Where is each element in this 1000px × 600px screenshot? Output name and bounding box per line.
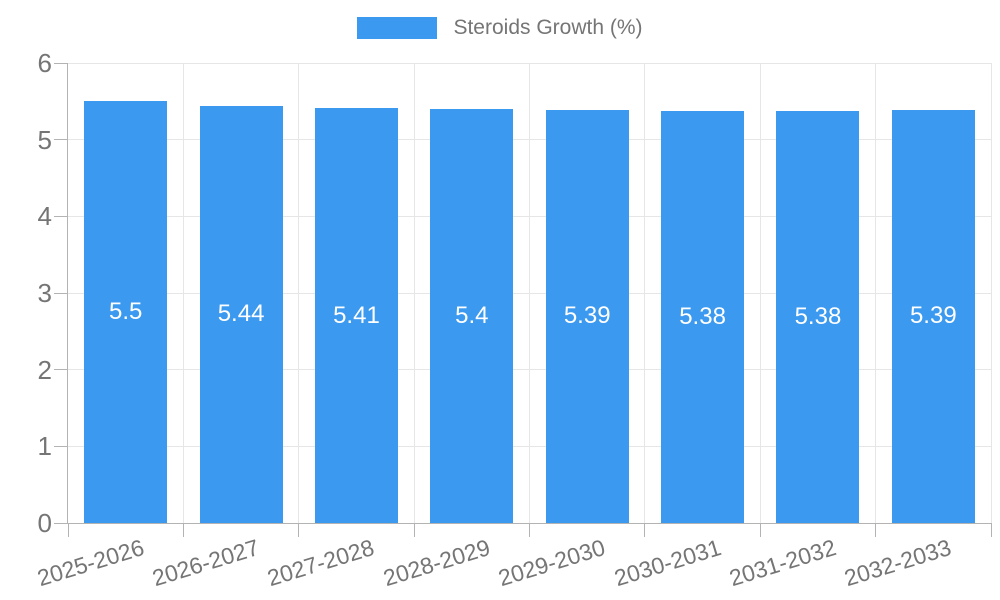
bar[interactable]: 5.5 <box>84 101 168 523</box>
bar[interactable]: 5.41 <box>314 108 398 523</box>
x-axis-category-label: 2026-2027 <box>149 534 263 592</box>
x-gridline <box>413 63 415 523</box>
y-axis-tick-label: 3 <box>37 278 52 308</box>
y-axis-tick-label: 6 <box>37 48 52 78</box>
plot-area: 0 1 2 3 4 5 6 5.5 5.44 5.41 5.4 5.39 5.38 5.38 5.39 202… <box>34 50 992 591</box>
y-axis-tick <box>54 522 68 524</box>
bar-value-label: 5.38 <box>679 302 726 330</box>
bar[interactable]: 5.44 <box>199 105 283 523</box>
x-axis-tick <box>413 523 415 537</box>
x-gridline <box>990 63 992 523</box>
bar-value-label: 5.39 <box>909 302 957 330</box>
y-axis-tick <box>54 292 68 294</box>
x-axis-category-label: 2028-2029 <box>380 534 493 592</box>
y-axis-tick <box>54 369 68 371</box>
y-axis-tick-label: 2 <box>37 354 52 385</box>
legend[interactable]: Steroids Growth (%) <box>0 16 1000 40</box>
bar[interactable]: 5.39 <box>545 109 629 523</box>
x-axis-tick <box>298 523 300 537</box>
y-axis-tick-label: 4 <box>37 201 52 232</box>
bar-value-label: 5.41 <box>333 301 380 329</box>
bar-value-label: 5.38 <box>794 302 842 330</box>
x-gridline <box>644 63 646 523</box>
y-axis-tick <box>54 445 68 447</box>
x-axis-category-label: 2032-2033 <box>841 534 955 592</box>
x-axis-category-label: 2030-2031 <box>610 534 724 592</box>
x-axis-tick <box>67 523 69 537</box>
y-axis-tick <box>54 139 68 141</box>
x-axis-tick <box>990 523 992 537</box>
bar[interactable]: 5.39 <box>891 109 975 523</box>
x-axis-tick <box>182 523 184 537</box>
bar[interactable]: 5.38 <box>661 110 745 523</box>
bar-value-label: 5.5 <box>109 298 143 326</box>
x-axis-tick <box>875 523 877 537</box>
legend-label: Steroids Growth (%) <box>453 16 643 39</box>
x-axis-category-label: 2029-2030 <box>495 534 609 592</box>
bar[interactable]: 5.38 <box>776 110 860 523</box>
x-axis-tick <box>759 523 761 537</box>
x-gridline <box>875 63 877 523</box>
legend-swatch <box>357 17 438 39</box>
x-gridline <box>298 63 300 523</box>
bar-value-label: 5.4 <box>455 302 489 329</box>
x-axis-tick <box>529 523 530 537</box>
y-axis-tick-label: 0 <box>37 508 52 538</box>
x-axis-category-label: 2027-2028 <box>264 534 378 592</box>
y-axis-tick <box>54 62 68 64</box>
bar[interactable]: 5.4 <box>430 109 514 523</box>
x-axis-category-label: 2025-2026 <box>33 534 147 592</box>
x-axis-tick <box>644 523 646 537</box>
y-axis-tick <box>54 215 68 217</box>
x-axis-category-label: 2031-2032 <box>726 534 839 592</box>
x-gridline <box>759 63 761 523</box>
bar-value-label: 5.44 <box>217 300 265 328</box>
y-axis-tick-label: 5 <box>37 124 52 155</box>
bar-value-label: 5.39 <box>563 302 611 330</box>
y-axis-tick-label: 1 <box>37 431 52 462</box>
x-gridline <box>529 63 530 523</box>
x-gridline <box>182 63 184 523</box>
